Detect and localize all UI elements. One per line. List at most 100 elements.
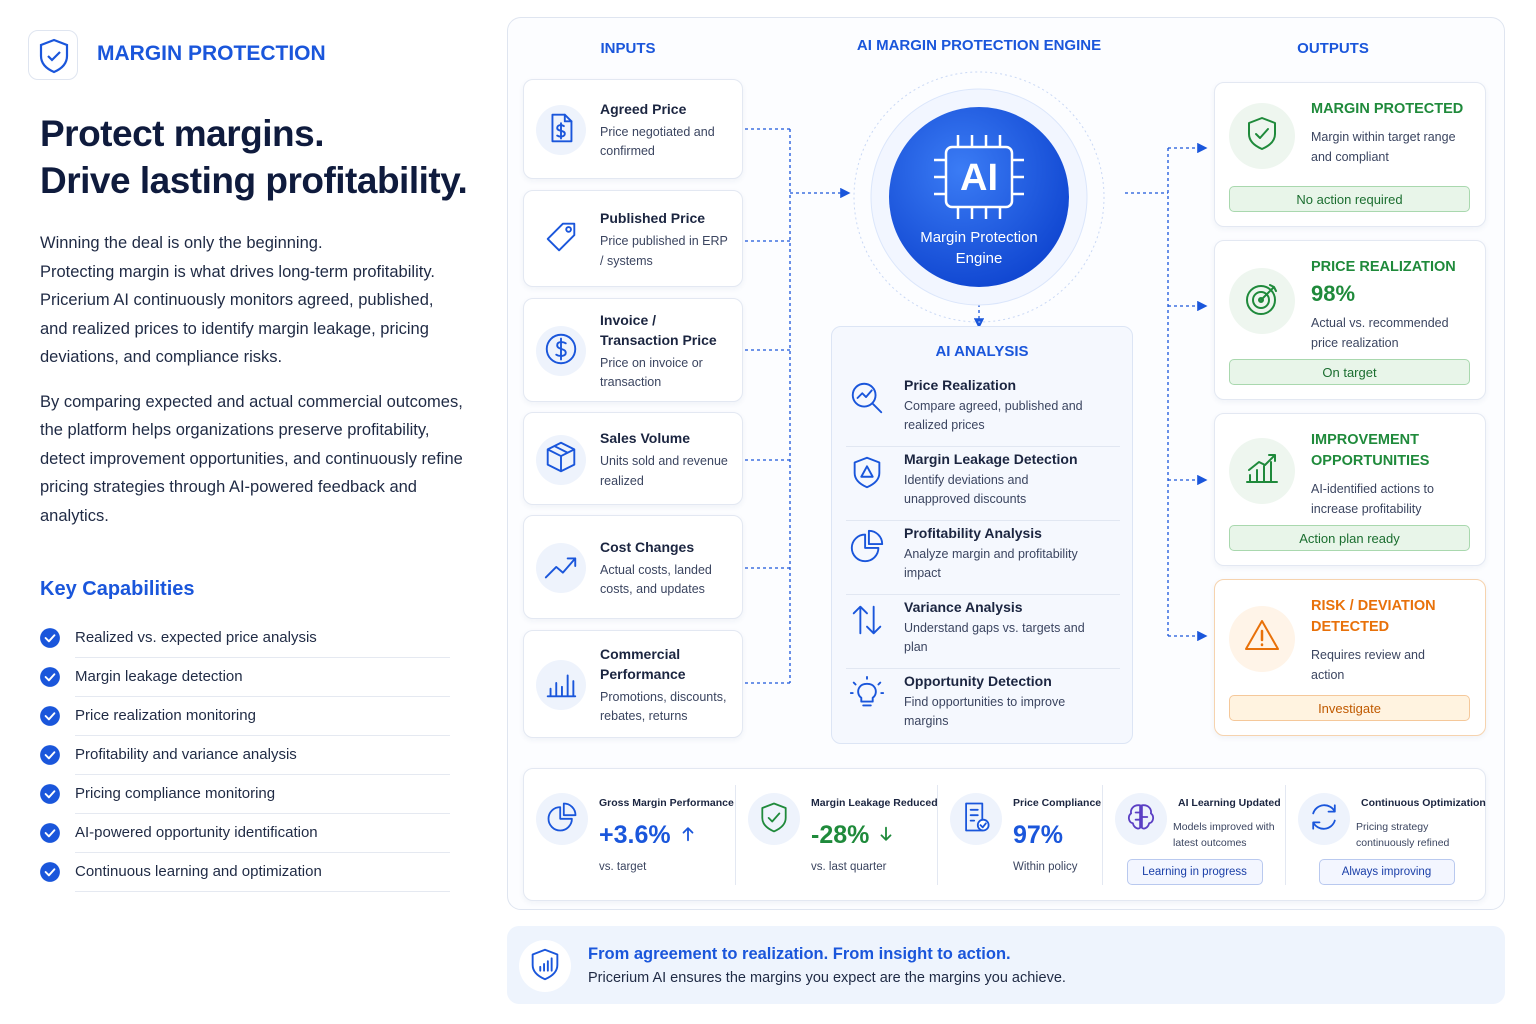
engine-badge: AI <box>960 157 998 199</box>
icon-part <box>1246 454 1278 483</box>
icon-part <box>547 805 573 831</box>
analysis-item: Variance Analysis Understand gaps vs. tar… <box>846 595 1120 669</box>
icon-part <box>40 823 60 843</box>
analysis-item-desc: Analyze margin and profitability impact <box>904 547 1078 580</box>
analysis-item-desc: Compare agreed, published and realized p… <box>904 399 1083 432</box>
analysis-item-desc: Identify deviations and unapproved disco… <box>904 473 1029 506</box>
metric-title: Gross Margin Performance <box>599 797 734 809</box>
icon-graphic <box>1242 616 1282 661</box>
analysis-item: Opportunity Detection Find opportunities … <box>846 669 1120 743</box>
metric-note: vs. last quarter <box>811 861 887 873</box>
input-title: Cost Changes <box>600 538 695 555</box>
status-pill: Learning in progress <box>1126 859 1263 885</box>
metric-icon <box>950 793 1002 845</box>
icon-part <box>40 706 60 726</box>
analysis-panel: AI ANALYSIS Price Realization Compare agre… <box>831 326 1133 744</box>
metric-icon <box>748 793 800 845</box>
metric-note: Within policy <box>1013 861 1078 873</box>
output-desc: Margin within target range and compliant <box>1311 130 1456 164</box>
icon-part <box>1246 283 1277 315</box>
input-icon <box>536 434 586 485</box>
status-pill: On target <box>1229 359 1470 385</box>
input-title: Invoice / Transaction Price <box>600 311 717 348</box>
status-pill: Action plan ready <box>1229 525 1470 551</box>
icon-graphic <box>542 330 580 373</box>
metric: Continuous Optimization Pricing strategy … <box>1286 785 1487 885</box>
icon-part <box>40 823 60 843</box>
output-icon <box>1229 437 1295 504</box>
icon-part <box>44 751 56 760</box>
analysis-item-title: Opportunity Detection <box>904 673 1052 689</box>
icon-part <box>1312 803 1336 830</box>
icon-part <box>40 667 60 687</box>
icon-part <box>546 441 576 473</box>
footer-band <box>507 926 1505 1004</box>
output-card: MARGIN PROTECTED Margin within target ran… <box>1214 82 1486 227</box>
icon-part <box>761 802 787 832</box>
intro-paragraph: By comparing expected and actual commerc… <box>40 392 463 525</box>
input-icon <box>536 214 586 265</box>
capability-item: Profitability and variance analysis <box>75 741 450 775</box>
icon-part <box>767 812 781 822</box>
icon-part <box>850 529 884 563</box>
icon-part <box>880 826 892 841</box>
icon-part <box>547 802 577 831</box>
icon-part <box>563 113 573 122</box>
icon-part <box>562 802 577 816</box>
icon-part <box>880 826 892 841</box>
icon-part <box>849 675 885 707</box>
analysis-item: Price Realization Compare agreed, publish… <box>846 373 1120 447</box>
input-text: Sales Volume Units sold and revenue reali… <box>600 413 740 506</box>
inputs-title: INPUTS <box>600 40 656 57</box>
capability-item: AI-powered opportunity identification <box>75 819 450 853</box>
icon-part <box>44 673 56 682</box>
icon-part <box>40 862 60 882</box>
metric-note: Models improved with latest outcomes <box>1173 821 1275 849</box>
input-icon <box>536 105 586 155</box>
icon-part <box>546 673 577 697</box>
output-icon <box>1229 605 1295 672</box>
metric-title: Price Compliance <box>1013 797 1102 809</box>
icon-part <box>1312 803 1336 830</box>
icon-part <box>1246 284 1276 315</box>
metric-title: AI Learning Updated <box>1178 797 1281 809</box>
icon-part <box>852 605 882 635</box>
metric-value-text: -28% <box>811 821 870 849</box>
icon-graphic <box>1242 113 1282 158</box>
input-card: Cost Changes Actual costs, landed costs, … <box>523 515 743 619</box>
check-icon <box>39 627 61 649</box>
analysis-item-desc: Find opportunities to improve margins <box>904 695 1066 728</box>
headline: Protect margins. <box>40 113 324 154</box>
icon-part <box>761 802 787 832</box>
icon-graphic <box>526 945 564 988</box>
icon-part <box>531 948 559 980</box>
icon-part <box>40 745 60 765</box>
icon-part <box>40 745 60 765</box>
icon-part <box>545 333 577 364</box>
analysis-item-title: Margin Leakage Detection <box>904 451 1078 467</box>
engine-label: Margin Protection Engine <box>920 229 1038 267</box>
input-title: Published Price <box>600 210 706 226</box>
status-pill: Always improving <box>1318 859 1455 885</box>
metric-value-text: 97% <box>1013 821 1064 849</box>
icon-part <box>545 333 577 364</box>
icon-part <box>531 948 559 980</box>
icon-part <box>544 556 577 578</box>
capability-item: Pricing compliance monitoring <box>75 780 450 814</box>
check-icon <box>39 705 61 727</box>
icon-part <box>852 605 882 635</box>
metric-icon <box>536 793 588 845</box>
footer-text: Pricerium AI ensures the margins you exp… <box>588 970 1066 986</box>
icon-part <box>1128 803 1154 829</box>
check-icon <box>39 822 61 844</box>
capabilities-title: Key Capabilities <box>40 578 195 600</box>
icon-part <box>40 667 60 687</box>
icon-part <box>1255 128 1269 139</box>
input-desc: Price on invoice or transaction <box>600 355 703 390</box>
metric: Margin Leakage Reduced -28% vs. last quart… <box>736 785 938 885</box>
output-desc: AI-identified actions to increase profit… <box>1311 482 1434 516</box>
icon-part <box>546 673 577 697</box>
input-text: Invoice / Transaction Price Price on invo… <box>600 299 740 403</box>
icon-part <box>47 51 61 62</box>
icon-graphic <box>542 664 580 707</box>
